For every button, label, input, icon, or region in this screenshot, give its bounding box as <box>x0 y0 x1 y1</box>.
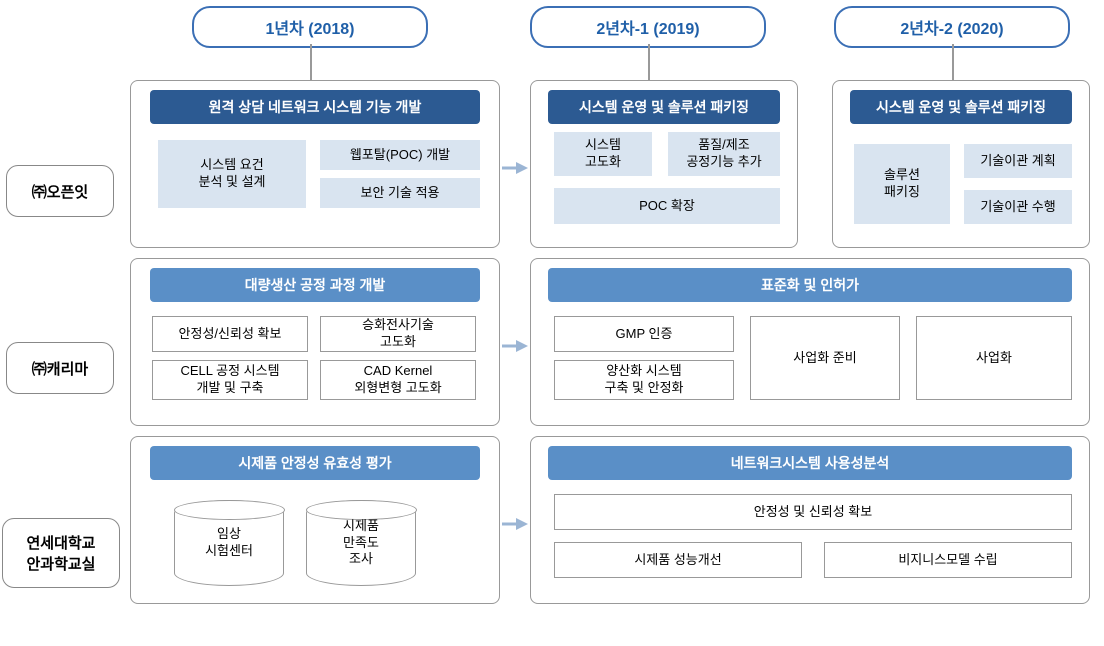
item-sys-req: 시스템 요건 분석 및 설계 <box>158 140 306 208</box>
item-text: 솔루션 패키징 <box>884 167 920 201</box>
year-label: 2년차-2 (2020) <box>900 21 1003 38</box>
diagram-container: 1년차 (2018) 2년차-1 (2019) 2년차-2 (2020) ㈜오픈… <box>0 0 1104 646</box>
item-mass-prod: 양산화 시스템 구축 및 안정화 <box>554 360 734 400</box>
title-text: 네트워크시스템 사용성분석 <box>731 455 889 471</box>
cylinder-text: 시제품 만족도 조사 <box>343 518 379 569</box>
item-biz-prep: 사업화 준비 <box>750 316 900 400</box>
arrow-1 <box>502 160 528 176</box>
item-cell-process: CELL 공정 시스템 개발 및 구축 <box>152 360 308 400</box>
title-text: 시제품 안정성 유효성 평가 <box>238 455 391 471</box>
arrow-2 <box>502 338 528 354</box>
cylinder-satisfaction: 시제품 만족도 조사 <box>306 500 416 586</box>
year-header-2: 2년차-1 (2019) <box>530 6 766 48</box>
year-connector-1 <box>310 44 312 80</box>
title-bot-left: 시제품 안정성 유효성 평가 <box>150 446 480 480</box>
year-connector-2 <box>648 44 650 80</box>
item-cad-kernel: CAD Kernel 외형변형 고도화 <box>320 360 476 400</box>
cylinder-text: 임상 시험센터 <box>205 526 253 560</box>
year-header-3: 2년차-2 (2020) <box>834 6 1070 48</box>
item-tech-exec: 기술이관 수행 <box>964 190 1072 224</box>
item-text: 시스템 요건 분석 및 설계 <box>198 157 265 191</box>
title-text: 표준화 및 인허가 <box>761 277 859 293</box>
title-text: 시스템 운영 및 솔루션 패키징 <box>876 99 1046 115</box>
title-mid-right: 표준화 및 인허가 <box>548 268 1072 302</box>
item-text: 기술이관 수행 <box>980 199 1055 216</box>
title-top-mid: 시스템 운영 및 솔루션 패키징 <box>548 90 780 124</box>
item-reliability: 안정성 및 신뢰성 확보 <box>554 494 1072 530</box>
item-poc-expand: POC 확장 <box>554 188 780 224</box>
year-label: 1년차 (2018) <box>265 21 354 38</box>
title-text: 원격 상담 네트워크 시스템 기능 개발 <box>209 99 422 115</box>
item-text: 시제품 성능개선 <box>634 552 721 569</box>
title-top-right: 시스템 운영 및 솔루션 패키징 <box>850 90 1072 124</box>
item-security: 보안 기술 적용 <box>320 178 480 208</box>
item-biz: 사업화 <box>916 316 1072 400</box>
item-solution-pkg: 솔루션 패키징 <box>854 144 950 224</box>
title-mid-left: 대량생산 공정 과정 개발 <box>150 268 480 302</box>
item-text: 사업화 준비 <box>793 350 856 367</box>
item-stability: 안정성/신뢰성 확보 <box>152 316 308 352</box>
item-text: 보안 기술 적용 <box>361 185 440 202</box>
arrow-3 <box>502 516 528 532</box>
title-text: 시스템 운영 및 솔루션 패키징 <box>579 99 749 115</box>
item-sublimation: 승화전사기술 고도화 <box>320 316 476 352</box>
item-perf-improve: 시제품 성능개선 <box>554 542 802 578</box>
item-text: 사업화 <box>976 350 1012 367</box>
item-text: 안정성/신뢰성 확보 <box>179 326 282 343</box>
item-sys-advance: 시스템 고도화 <box>554 132 652 176</box>
row-label-carima: ㈜캐리마 <box>6 342 114 394</box>
item-quality: 품질/제조 공정기능 추가 <box>668 132 780 176</box>
cylinder-clinical: 임상 시험센터 <box>174 500 284 586</box>
item-text: 안정성 및 신뢰성 확보 <box>754 504 872 521</box>
title-text: 대량생산 공정 과정 개발 <box>245 277 385 293</box>
row-label-text: ㈜캐리마 <box>32 358 88 379</box>
item-text: 기술이관 계획 <box>980 153 1055 170</box>
item-tech-plan: 기술이관 계획 <box>964 144 1072 178</box>
item-text: GMP 인증 <box>616 326 673 343</box>
item-text: 비지니스모델 수립 <box>898 552 997 569</box>
item-text: 웹포탈(POC) 개발 <box>350 147 450 164</box>
item-biz-model: 비지니스모델 수립 <box>824 542 1072 578</box>
row-label-yonsei: 연세대학교 안과학교실 <box>2 518 120 588</box>
item-text: CELL 공정 시스템 개발 및 구축 <box>180 363 279 397</box>
row-label-text: 연세대학교 안과학교실 <box>26 532 95 574</box>
title-bot-right: 네트워크시스템 사용성분석 <box>548 446 1072 480</box>
year-label: 2년차-1 (2019) <box>596 21 699 38</box>
row-label-text: ㈜오픈잇 <box>32 181 88 202</box>
item-text: 품질/제조 공정기능 추가 <box>686 137 761 171</box>
item-text: POC 확장 <box>639 198 695 215</box>
item-text: 승화전사기술 고도화 <box>362 317 434 351</box>
row-label-openit: ㈜오픈잇 <box>6 165 114 217</box>
year-connector-3 <box>952 44 954 80</box>
item-text: CAD Kernel 외형변형 고도화 <box>354 363 441 397</box>
item-text: 시스템 고도화 <box>585 137 621 171</box>
year-header-1: 1년차 (2018) <box>192 6 428 48</box>
item-text: 양산화 시스템 구축 및 안정화 <box>605 363 684 397</box>
title-top-left: 원격 상담 네트워크 시스템 기능 개발 <box>150 90 480 124</box>
item-gmp: GMP 인증 <box>554 316 734 352</box>
item-webportal: 웹포탈(POC) 개발 <box>320 140 480 170</box>
